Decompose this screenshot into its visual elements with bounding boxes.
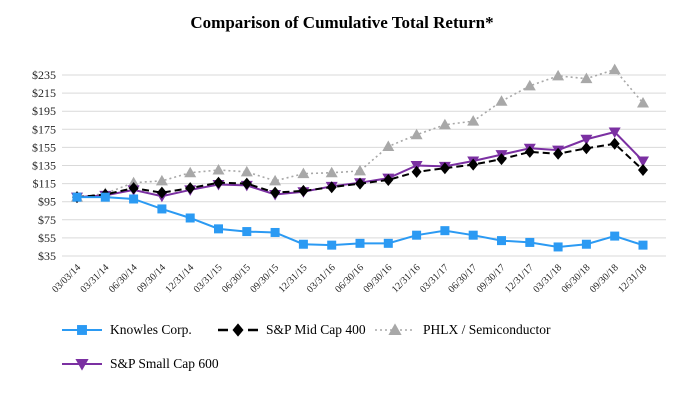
svg-text:03/31/16: 03/31/16	[305, 262, 338, 295]
svg-text:09/30/18: 09/30/18	[588, 262, 621, 295]
svg-text:03/31/15: 03/31/15	[192, 262, 225, 295]
svg-text:$215: $215	[32, 86, 56, 100]
svg-text:$135: $135	[32, 159, 56, 173]
svg-text:12/31/17: 12/31/17	[503, 262, 536, 295]
svg-text:06/30/17: 06/30/17	[446, 262, 479, 295]
svg-text:09/30/15: 09/30/15	[248, 262, 281, 295]
svg-text:03/31/17: 03/31/17	[418, 262, 451, 295]
svg-text:$235: $235	[32, 68, 56, 82]
legend-item-midcap400: S&P Mid Cap 400	[218, 322, 366, 338]
legend-item-phlx: PHLX / Semiconductor	[375, 322, 551, 338]
svg-text:09/30/16: 09/30/16	[361, 262, 394, 295]
svg-text:12/31/15: 12/31/15	[277, 262, 310, 295]
knowles-line-marker-icon	[62, 325, 102, 335]
svg-text:$35: $35	[38, 249, 56, 263]
phlx-line-marker-icon	[375, 323, 415, 335]
legend-item-knowles: Knowles Corp.	[62, 322, 192, 338]
svg-text:$195: $195	[32, 104, 56, 118]
svg-text:09/30/17: 09/30/17	[475, 262, 508, 295]
svg-text:12/31/18: 12/31/18	[616, 262, 649, 295]
svg-text:06/30/15: 06/30/15	[220, 262, 253, 295]
svg-text:03/03/14: 03/03/14	[50, 262, 83, 295]
svg-text:$155: $155	[32, 140, 56, 154]
midcap400-line-marker-icon	[218, 323, 258, 337]
svg-text:$55: $55	[38, 231, 56, 245]
svg-text:$115: $115	[32, 177, 56, 191]
legend-label-knowles: Knowles Corp.	[110, 322, 192, 337]
cumulative-return-chart: $35 $55 $75 $95 $115 $135 $155 $175 $195 $215 $235…	[32, 63, 666, 295]
svg-text:06/30/14: 06/30/14	[107, 262, 140, 295]
svg-text:03/31/18: 03/31/18	[531, 262, 564, 295]
chart-title: Comparison of Cumulative Total Return*	[190, 13, 494, 32]
svg-text:$175: $175	[32, 122, 56, 136]
svg-text:$95: $95	[38, 195, 56, 209]
legend-label-midcap400: S&P Mid Cap 400	[266, 322, 366, 337]
svg-text:06/30/16: 06/30/16	[333, 262, 366, 295]
legend-item-smallcap600: S&P Small Cap 600	[62, 356, 219, 372]
svg-text:$75: $75	[38, 213, 56, 227]
legend-label-phlx: PHLX / Semiconductor	[423, 322, 551, 337]
svg-text:12/31/14: 12/31/14	[163, 262, 196, 295]
svg-text:12/31/16: 12/31/16	[390, 262, 423, 295]
svg-text:06/30/18: 06/30/18	[560, 262, 593, 295]
svg-text:09/30/14: 09/30/14	[135, 262, 168, 295]
legend-label-smallcap600: S&P Small Cap 600	[110, 356, 219, 371]
smallcap600-line-marker-icon	[62, 359, 102, 371]
svg-text:03/31/14: 03/31/14	[78, 262, 111, 295]
